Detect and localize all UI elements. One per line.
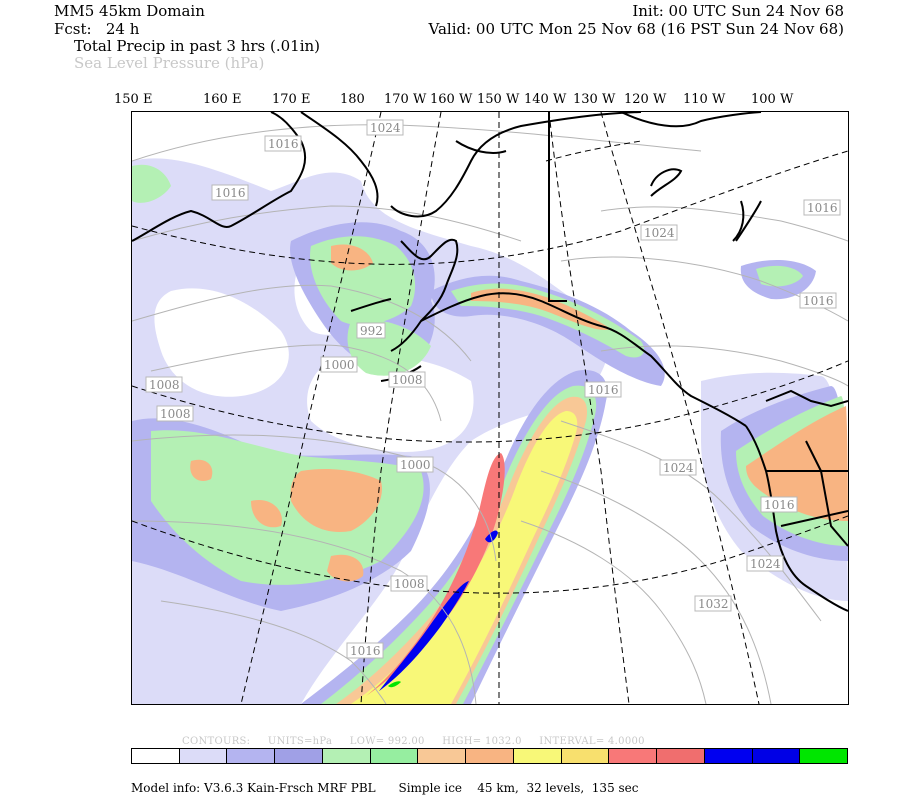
isobar-label-1024a: 1024: [366, 119, 404, 136]
svg-text:1024: 1024: [370, 121, 401, 135]
model-info: Model info: V3.6.3 Kain-Frsch MRF PBL Si…: [131, 781, 639, 795]
forecast-hour: Fcst: 24 h: [54, 20, 140, 38]
isobar-label-1008d: 1008: [390, 575, 428, 592]
svg-text:1024: 1024: [644, 226, 675, 240]
color-bar-cell: [704, 749, 753, 763]
map-panel: 1024 1016 1016 1024 1016 1016 992 1000 1…: [131, 111, 849, 705]
color-bar-cell: [370, 749, 419, 763]
svg-text:992: 992: [360, 324, 383, 338]
color-bar-cell: [609, 749, 658, 763]
contour-info-interval: INTERVAL= 4.0000: [539, 736, 645, 747]
svg-text:1016: 1016: [588, 383, 619, 397]
color-bar-cell: [179, 749, 228, 763]
slp-field-title: Sea Level Pressure (hPa): [74, 54, 265, 72]
lon-label-130w: 130 W: [573, 92, 616, 107]
precip-field-title: Total Precip in past 3 hrs (.01in): [74, 37, 321, 55]
isobar-label-1016c: 1016: [803, 199, 841, 216]
isobar-label-1024d: 1024: [746, 555, 784, 572]
precip-shading: [132, 158, 848, 704]
isobar-label-1000a: 1000: [320, 356, 358, 373]
isobar-label-1008c: 1008: [156, 405, 194, 422]
svg-text:1000: 1000: [324, 358, 355, 372]
color-bar-cell: [322, 749, 371, 763]
isobar-label-1024c: 1024: [659, 459, 697, 476]
svg-text:1024: 1024: [663, 461, 694, 475]
svg-text:1016: 1016: [803, 294, 834, 308]
coastlines: [132, 112, 848, 612]
contour-info: CONTOURS: UNITS=hPa LOW= 992.00 HIGH= 10…: [182, 736, 659, 747]
isobar-label-1008a: 1008: [388, 371, 426, 388]
weather-map: 1024 1016 1016 1024 1016 1016 992 1000 1…: [132, 112, 848, 704]
isobars: [132, 124, 848, 704]
contour-info-low: LOW= 992.00: [349, 736, 425, 747]
svg-text:1016: 1016: [350, 644, 381, 658]
lon-label-100w: 100 W: [751, 92, 794, 107]
svg-text:1032: 1032: [698, 597, 729, 611]
isobar-label-1008b: 1008: [145, 376, 183, 393]
lon-label-150e: 150 E: [114, 92, 153, 107]
isobar-label-1000b: 1000: [396, 456, 434, 473]
init-time: Init: 00 UTC Sun 24 Nov 68: [632, 2, 844, 20]
isobar-label-1016d: 1016: [799, 292, 837, 309]
svg-text:1008: 1008: [392, 373, 423, 387]
svg-text:1024: 1024: [750, 557, 781, 571]
lon-label-160w: 160 W: [430, 92, 473, 107]
contour-info-high: HIGH= 1032.0: [442, 736, 522, 747]
color-bar-cell: [561, 749, 610, 763]
svg-text:1016: 1016: [215, 186, 246, 200]
isobar-label-1016a: 1016: [264, 135, 302, 152]
color-bar-cell: [275, 749, 323, 763]
color-bar-cell: [466, 749, 514, 763]
contour-info-units: UNITS=hPa: [267, 736, 333, 747]
svg-text:1016: 1016: [268, 137, 299, 151]
svg-text:1008: 1008: [160, 407, 191, 421]
contour-info-contours: CONTOURS:: [182, 736, 251, 747]
valid-time: Valid: 00 UTC Mon 25 Nov 68 (16 PST Sun …: [428, 20, 845, 38]
color-bar-cell: [800, 749, 848, 763]
color-bar-cell: [132, 749, 180, 763]
svg-text:1008: 1008: [394, 577, 425, 591]
color-bar-cell: [418, 749, 467, 763]
color-bar-cell: [752, 749, 801, 763]
isobar-label-1032: 1032: [694, 595, 732, 612]
isobar-label-1024b: 1024: [640, 224, 678, 241]
lon-label-180: 180: [340, 92, 365, 107]
domain-title: MM5 45km Domain: [54, 2, 205, 20]
isobar-label-group: 1024 1016 1016 1024 1016 1016 992 1000 1…: [145, 119, 841, 659]
svg-text:1016: 1016: [764, 498, 795, 512]
svg-text:1016: 1016: [807, 201, 838, 215]
svg-text:1008: 1008: [149, 378, 180, 392]
lon-label-170w: 170 W: [384, 92, 427, 107]
lon-label-120w: 120 W: [624, 92, 667, 107]
precip-color-bar: [131, 748, 848, 764]
color-bar-cell: [657, 749, 705, 763]
isobar-label-1016b: 1016: [211, 184, 249, 201]
isobar-label-1016f: 1016: [760, 496, 798, 513]
lon-label-150w: 150 W: [477, 92, 520, 107]
svg-text:1000: 1000: [400, 458, 431, 472]
color-bar-cell: [227, 749, 276, 763]
isobar-label-1016e: 1016: [584, 381, 622, 398]
lon-label-140w: 140 W: [524, 92, 567, 107]
isobar-label-992: 992: [356, 322, 386, 339]
lon-label-170e: 170 E: [272, 92, 311, 107]
color-bar-cell: [513, 749, 562, 763]
lat-lon-grid: [132, 112, 848, 704]
lon-label-160e: 160 E: [203, 92, 242, 107]
isobar-label-1016g: 1016: [346, 642, 384, 659]
lon-label-110w: 110 W: [683, 92, 726, 107]
